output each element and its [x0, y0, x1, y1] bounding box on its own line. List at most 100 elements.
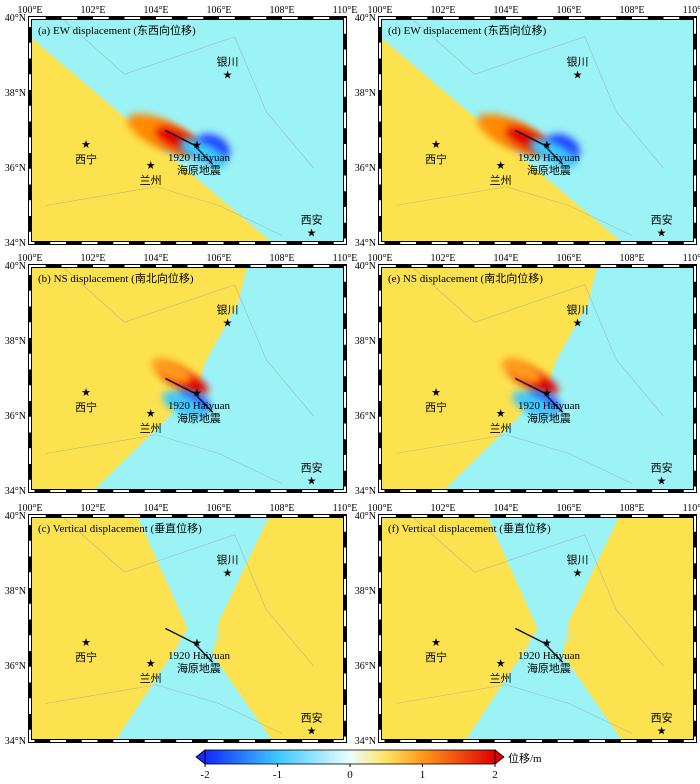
city-label: 兰州	[490, 422, 512, 435]
displacement-lobe	[543, 624, 570, 641]
city-marker: ★	[496, 160, 506, 172]
lon-label: 108°E	[269, 253, 294, 264]
lat-label: 38°N	[5, 586, 26, 597]
lon-label: 108°E	[619, 5, 644, 16]
lat-label: 40°N	[5, 13, 26, 24]
lon-label: 100°E	[17, 503, 42, 514]
lon-label: 104°E	[493, 5, 518, 16]
lat-label: 34°N	[5, 736, 26, 747]
city-marker: ★	[657, 725, 667, 737]
event-label: 海原地震	[177, 163, 221, 177]
city-label: 西安	[651, 460, 673, 474]
displacement-lobe	[162, 391, 207, 419]
field-region	[212, 516, 345, 741]
lat-label: 34°N	[5, 238, 26, 249]
lon-label: 108°E	[269, 5, 294, 16]
colorbar-label: 位移/m	[508, 751, 542, 765]
city-marker: ★	[307, 475, 317, 487]
lon-label: 108°E	[269, 503, 294, 514]
city-label: 银川	[217, 302, 239, 316]
lon-label: 106°E	[556, 5, 581, 16]
city-marker: ★	[81, 637, 91, 649]
city-marker: ★	[431, 139, 441, 151]
lat-label: 38°N	[355, 586, 376, 597]
fault-trace	[515, 377, 564, 413]
city-label: 兰州	[490, 174, 512, 187]
colorbar-end	[195, 749, 206, 765]
province-border	[45, 266, 314, 484]
city-label: 西宁	[425, 152, 447, 166]
city-marker: ★	[573, 317, 583, 329]
field-region	[30, 516, 188, 741]
city-marker: ★	[307, 227, 317, 239]
lat-label: 40°N	[355, 261, 376, 272]
province-border	[45, 18, 314, 236]
colorbar-tick-label: -2	[200, 769, 209, 781]
lon-label: 102°E	[430, 253, 455, 264]
fault-trace	[165, 627, 214, 663]
field-region	[380, 516, 538, 741]
displacement-lobe	[499, 635, 526, 652]
event-label: 海原地震	[527, 411, 571, 425]
displacement-lobe	[149, 635, 176, 652]
city-label: 西安	[301, 212, 323, 226]
lat-label: 34°N	[5, 486, 26, 497]
city-label: 银川	[567, 302, 589, 316]
fault-trace	[515, 129, 564, 165]
lat-label: 38°N	[355, 88, 376, 99]
panel-title: (f) Vertical displacement (垂直位移)	[388, 521, 551, 535]
field-region	[562, 516, 695, 741]
lon-label: 106°E	[206, 253, 231, 264]
city-marker: ★	[573, 567, 583, 579]
frame-inner	[29, 515, 346, 742]
city-label: 西安	[651, 212, 673, 226]
lon-label: 106°E	[206, 5, 231, 16]
epicenter-star: ★	[542, 387, 552, 399]
fault-trace	[515, 627, 564, 663]
city-label: 银川	[217, 552, 239, 566]
frame-inner	[379, 265, 696, 492]
city-marker: ★	[431, 387, 441, 399]
frame-inner	[379, 515, 696, 742]
lon-label: 100°E	[367, 5, 392, 16]
fault-trace	[165, 377, 214, 413]
lon-label: 102°E	[80, 253, 105, 264]
lat-label: 40°N	[355, 511, 376, 522]
city-marker: ★	[496, 658, 506, 670]
city-label: 兰州	[140, 672, 162, 685]
city-label: 银川	[567, 54, 589, 68]
lat-label: 34°N	[355, 486, 376, 497]
lat-label: 36°N	[5, 661, 26, 672]
lon-label: 104°E	[493, 503, 518, 514]
lon-label: 102°E	[80, 5, 105, 16]
lat-label: 40°N	[355, 13, 376, 24]
city-label: 兰州	[140, 174, 162, 187]
event-label: 1920 Haiyuan	[518, 400, 581, 412]
displacement-lobe	[512, 391, 557, 419]
colorbar-tick-label: 1	[420, 769, 426, 781]
city-marker: ★	[431, 637, 441, 649]
lon-label: 102°E	[430, 503, 455, 514]
lon-label: 100°E	[17, 5, 42, 16]
lon-label: 110°E	[683, 503, 700, 514]
province-border	[395, 18, 664, 236]
colorbar-tick-label: 2	[492, 769, 498, 781]
city-label: 西宁	[75, 400, 97, 414]
lon-label: 108°E	[619, 253, 644, 264]
epicenter-star: ★	[542, 139, 552, 151]
event-label: 海原地震	[177, 411, 221, 425]
event-label: 1920 Haiyuan	[168, 152, 231, 164]
colorbar-tick-label: 0	[347, 769, 353, 781]
city-label: 兰州	[490, 672, 512, 685]
lon-label: 106°E	[556, 503, 581, 514]
lon-label: 106°E	[206, 503, 231, 514]
